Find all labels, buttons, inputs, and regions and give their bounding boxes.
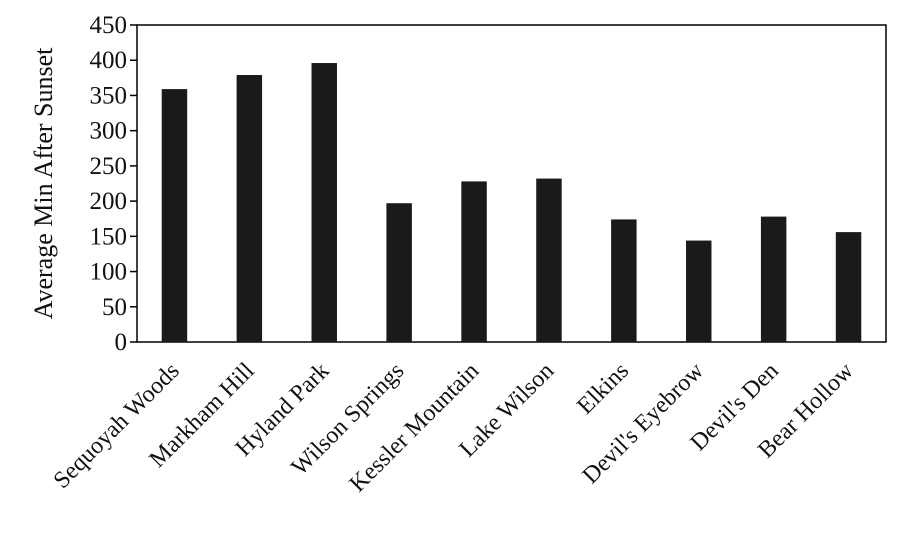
y-tick-label: 100 [90,259,128,286]
plot-frame [136,24,887,343]
y-tick-label: 350 [90,82,128,109]
bar [760,216,787,342]
bars-group [161,63,862,342]
bar [386,203,412,342]
bar [236,75,263,342]
bar [461,181,487,342]
plot-border [136,24,887,343]
y-tick-label: 50 [102,294,127,321]
y-axis-title: Average Min After Sunset [29,47,58,320]
bar [835,232,862,342]
y-tick-label: 250 [90,153,128,180]
x-category-label: Elkins [572,358,634,420]
bar [611,219,637,342]
y-tick-label: 450 [90,12,128,39]
x-category-label: Sequoyah Woods [49,358,185,494]
bar [536,178,562,342]
y-tick-label: 400 [90,47,128,74]
bar [161,89,188,342]
y-axis-ticks: 0 50 100 150 200 250 300 350 400 450 [90,12,137,356]
y-tick-label: 150 [90,223,128,250]
bar [311,63,337,342]
y-tick-label: 0 [115,329,128,356]
bar [686,240,712,342]
y-tick-label: 300 [90,118,128,145]
x-category-label: Kessler Mountain [345,358,485,498]
y-tick-label: 200 [90,188,128,215]
